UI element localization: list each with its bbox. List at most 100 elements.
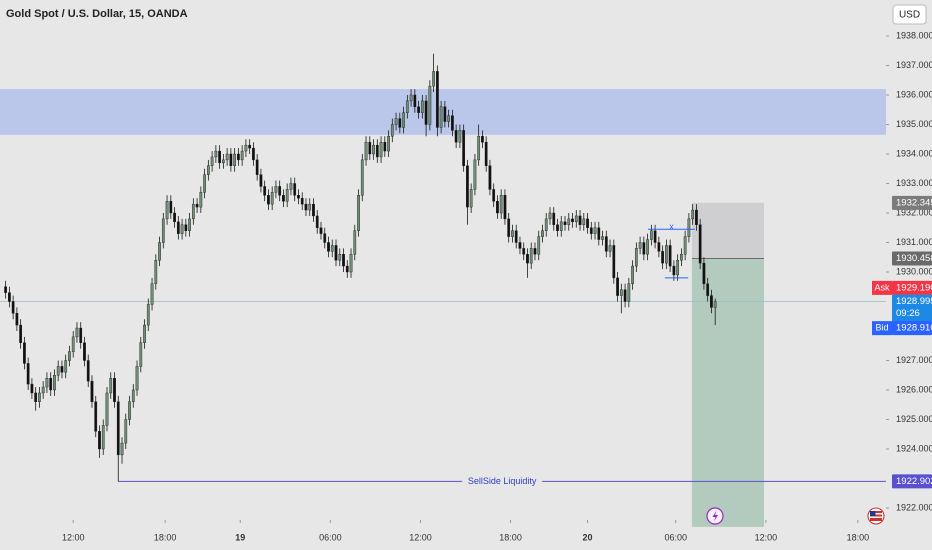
candle-body <box>23 342 26 364</box>
candle-body <box>19 324 23 343</box>
candle-body <box>488 165 492 190</box>
candle-body <box>372 144 375 155</box>
x-tick-label: 20 <box>583 532 593 542</box>
candle-body <box>169 200 173 214</box>
candle-body <box>222 159 225 164</box>
alert-icon[interactable] <box>706 507 724 525</box>
candle-body <box>327 242 330 252</box>
candle-body <box>533 248 537 255</box>
candle-body <box>38 392 41 402</box>
candle-body <box>383 141 387 152</box>
candle-body <box>146 304 150 326</box>
x-tick-label: 12:00 <box>409 532 432 542</box>
candle-body <box>432 71 435 87</box>
candle-body <box>390 124 394 137</box>
candle-body <box>128 401 131 420</box>
candle-body <box>15 313 19 326</box>
entry-price: 1930.458 <box>896 253 932 264</box>
candle-body <box>135 366 139 391</box>
candle-body <box>214 150 218 158</box>
currency-button[interactable] <box>892 4 927 25</box>
candle-body <box>473 159 477 190</box>
candle-body <box>593 227 597 234</box>
candle-body <box>454 130 458 143</box>
candle-body <box>158 242 161 261</box>
candle-body <box>413 94 417 107</box>
candle-body <box>507 218 511 237</box>
ask-name-badge <box>872 280 892 295</box>
candle-body <box>665 245 668 264</box>
ask-badge <box>892 280 932 295</box>
candle-body <box>439 106 443 128</box>
candle-body <box>567 218 571 225</box>
candle-body <box>282 195 285 202</box>
candle-body <box>526 254 529 264</box>
candle-body <box>83 342 86 361</box>
candle-body <box>233 153 237 166</box>
candle-body <box>101 425 105 450</box>
candle-body <box>338 254 342 261</box>
candle-body <box>195 203 199 208</box>
candle-body <box>368 141 372 155</box>
candle-body <box>552 212 556 225</box>
candle-body <box>402 112 405 128</box>
candle-body <box>627 283 631 302</box>
candle-body <box>79 327 83 343</box>
candle-body <box>409 94 413 102</box>
candle-body <box>176 221 180 234</box>
currency-label[interactable]: USD <box>899 10 920 21</box>
candle-body <box>522 248 526 255</box>
candle-body <box>698 224 702 264</box>
candle-body <box>447 115 450 122</box>
bid-badge <box>892 321 932 336</box>
candle-body <box>285 189 289 202</box>
candle-body <box>184 224 188 231</box>
candle-body <box>608 245 612 252</box>
candle-body <box>304 203 308 211</box>
candle-body <box>64 360 68 373</box>
y-tick-label: 1938.000 <box>896 30 932 40</box>
candle-body <box>680 254 683 261</box>
x-tick-label: 18:00 <box>499 532 522 542</box>
candle-body <box>30 383 34 394</box>
candle-body <box>574 215 578 223</box>
y-tick-label: 1931.000 <box>896 237 932 247</box>
candle-body <box>586 218 589 228</box>
candle-body <box>188 218 191 231</box>
target-zone <box>691 258 764 527</box>
bid-name-badge <box>872 321 892 336</box>
candle-body <box>297 195 300 199</box>
candle-body <box>154 259 158 284</box>
candle-body <box>312 203 315 217</box>
liquidity-badge <box>892 474 932 489</box>
x-tick-label: 18:00 <box>847 532 870 542</box>
last-badge <box>892 294 932 322</box>
candle-body <box>161 218 165 243</box>
candle-body <box>173 212 176 223</box>
candle-body <box>41 386 45 394</box>
front-layer: SellSide Liquidity x 1938.000 1937.000 1936.… <box>62 30 932 542</box>
candle-body <box>428 85 432 125</box>
candle-body <box>496 200 499 214</box>
countdown: 09:26 <box>896 308 920 319</box>
candle-body <box>300 198 304 205</box>
y-tick-label: 1937.000 <box>896 60 932 70</box>
candle-body <box>657 242 661 252</box>
candle-body <box>481 136 484 143</box>
flag-icon <box>867 507 885 525</box>
candle-body <box>405 100 409 113</box>
candle-body <box>237 153 240 161</box>
stop-badge <box>892 195 932 210</box>
candle-body <box>469 189 473 208</box>
candle-body <box>334 245 338 261</box>
x-tick-label: 19 <box>235 532 245 542</box>
candle-body <box>492 189 496 202</box>
candle-body <box>248 144 252 149</box>
candle-body <box>4 286 7 293</box>
candle-body <box>661 251 664 264</box>
candle-body <box>109 377 113 394</box>
candle-body <box>706 283 710 296</box>
candle-body <box>597 227 601 240</box>
candle-body <box>653 230 657 243</box>
